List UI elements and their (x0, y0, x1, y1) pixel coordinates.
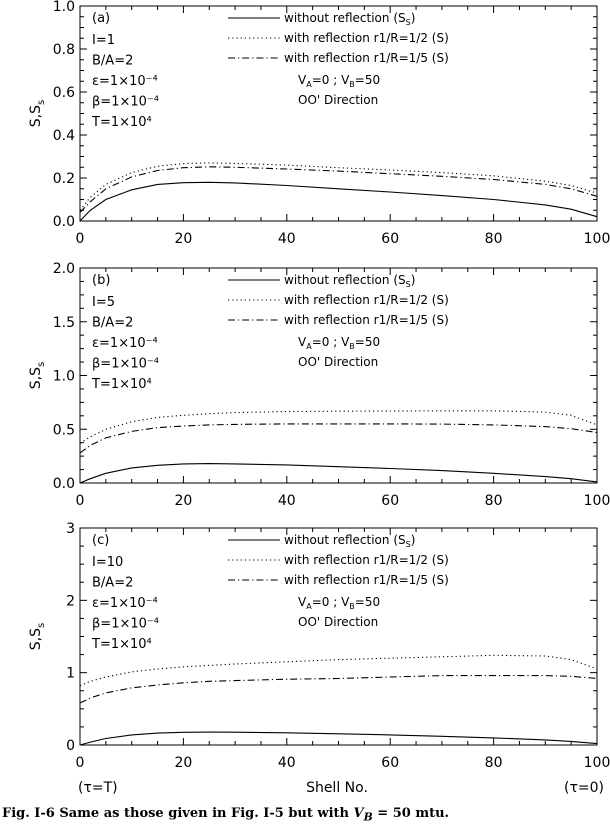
direction-text: OO' Direction (298, 93, 378, 107)
legend-label: without reflection (SS) (284, 11, 415, 27)
velocity-text: VA=0 ; VB=50 (298, 595, 380, 611)
series-line-dashdot (79, 166, 598, 213)
series-line-dashdot (79, 423, 598, 454)
series-line-dotted (79, 410, 598, 444)
x-tick-label: 0 (76, 755, 85, 771)
y-axis-label: S,Ss (28, 623, 47, 650)
x-tick-label: 40 (278, 493, 296, 509)
x-tick-label: 80 (485, 231, 503, 247)
legend-label: with reflection r1/R=1/5 (S) (284, 313, 449, 327)
y-axis-label: S,Ss (28, 362, 47, 389)
parameter-text: ε=1×10⁻⁴ (92, 74, 158, 89)
parameter-text: B/A=2 (92, 316, 133, 331)
y-tick-label: 0.5 (53, 422, 75, 438)
x-tick-label: 60 (381, 493, 399, 509)
x-tick-label: 100 (584, 755, 610, 771)
x-axis-right-note: (τ=0) (564, 780, 604, 796)
x-tick-label: 60 (381, 755, 399, 771)
chart-panel-1: 0 20 40 60 80 100 0.0 0.2 0.4 0.6 0.8 1.0 S,Ss (a) I=1… (28, 0, 610, 247)
x-tick-label: 40 (278, 231, 296, 247)
parameter-text: I=1 (92, 33, 115, 48)
parameter-text: I=10 (92, 555, 123, 570)
y-tick-label: 0.6 (53, 85, 75, 101)
legend-label: with reflection r1/R=1/5 (S) (284, 573, 449, 587)
parameter-text: B/A=2 (92, 576, 133, 591)
y-tick-label: 2.0 (53, 261, 75, 277)
legend-label: with reflection r1/R=1/2 (S) (284, 31, 449, 45)
x-tick-label: 60 (381, 231, 399, 247)
direction-text: OO' Direction (298, 615, 378, 629)
chart-panels: 0 20 40 60 80 1000.00.20.40.60.81.0S,Ss(a)I=1… (28, 0, 610, 771)
x-tick-label: 20 (174, 231, 192, 247)
x-tick-label: 0 (76, 231, 85, 247)
x-tick-label: 20 (174, 755, 192, 771)
x-tick-label: 20 (174, 493, 192, 509)
y-tick-label: 1 (66, 666, 75, 682)
y-tick-label: 3 (66, 521, 75, 537)
x-axis-left-note: (τ=T) (78, 780, 118, 796)
chart-panel-2: 0 20 40 60 80 100 0.0 0.5 1.0 1.5 2.0 S,Ss (b) I=5 B/A… (28, 261, 610, 509)
x-axis-title: Shell No. (306, 780, 368, 796)
x-tick-label: 80 (485, 493, 503, 509)
parameter-text: T=1×10⁴ (91, 115, 152, 130)
x-tick-label: 40 (278, 755, 296, 771)
direction-text: OO' Direction (298, 355, 378, 369)
panel-label: (b) (92, 273, 110, 288)
y-tick-label: 0.8 (53, 42, 75, 58)
velocity-text: VA=0 ; VB=50 (298, 335, 380, 351)
series-line-dotted (79, 162, 598, 211)
parameter-text: ε=1×10⁻⁴ (92, 596, 158, 611)
y-tick-label: 0 (66, 738, 75, 754)
parameter-text: I=5 (92, 295, 115, 310)
y-tick-label: 0.0 (53, 214, 75, 230)
series-line-solid (79, 731, 598, 746)
y-axis-label: S,Ss (28, 100, 47, 127)
chart-panel-3: 0 20 40 60 80 100 0 1 2 3 S,Ss (c) I=10 B/A=2 ε=1×10⁻⁴… (28, 521, 610, 771)
y-tick-label: 0.0 (53, 476, 75, 492)
y-tick-label: 1.0 (53, 369, 75, 385)
panel-label: (c) (92, 533, 109, 548)
caption-math: V (353, 806, 364, 821)
parameter-text: β=1×10⁻⁴ (92, 357, 159, 372)
parameter-text: T=1×10⁴ (91, 637, 152, 652)
series-line-dashdot (79, 675, 598, 704)
caption-suffix: = 50 mtu. (372, 806, 450, 821)
y-tick-label: 1.0 (53, 0, 75, 15)
x-tick-label: 80 (485, 755, 503, 771)
legend-label: without reflection (SS) (284, 273, 415, 289)
velocity-text: VA=0 ; VB=50 (298, 73, 380, 89)
caption-math-sub: B (363, 810, 373, 824)
caption-prefix: Fig. I-6 Same as those given in Fig. I-5… (2, 806, 354, 821)
parameter-text: β=1×10⁻⁴ (92, 617, 159, 632)
legend-label: with reflection r1/R=1/2 (S) (284, 553, 449, 567)
parameter-text: β=1×10⁻⁴ (92, 95, 159, 110)
legend-label: with reflection r1/R=1/2 (S) (284, 293, 449, 307)
parameter-text: B/A=2 (92, 54, 133, 69)
legend-label: without reflection (SS) (284, 533, 415, 549)
figure-caption: Fig. I-6 Same as those given in Fig. I-5… (2, 806, 608, 824)
parameter-text: T=1×10⁴ (91, 377, 152, 392)
x-tick-label: 100 (584, 231, 610, 247)
y-tick-label: 1.5 (53, 315, 75, 331)
x-tick-label: 0 (76, 493, 85, 509)
y-tick-label: 0.4 (53, 128, 75, 144)
legend-label: with reflection r1/R=1/5 (S) (284, 51, 449, 65)
panel-label: (a) (92, 11, 110, 26)
parameter-text: ε=1×10⁻⁴ (92, 336, 158, 351)
x-tick-label: 100 (584, 493, 610, 509)
y-tick-label: 2 (66, 593, 75, 609)
y-tick-label: 0.2 (53, 171, 75, 187)
series-line-solid (79, 463, 598, 484)
series-line-solid (79, 181, 598, 222)
series-line-dotted (79, 654, 598, 687)
